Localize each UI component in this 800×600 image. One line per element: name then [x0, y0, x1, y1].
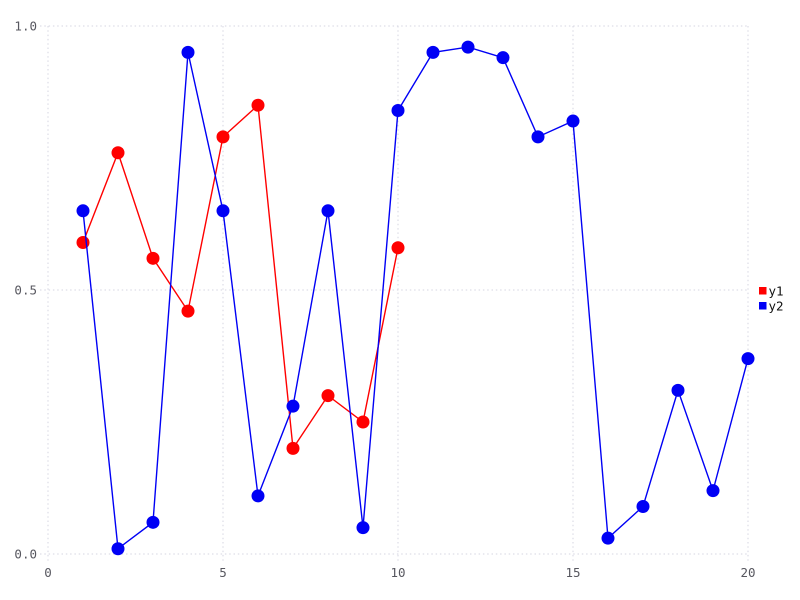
data-point-y1	[111, 146, 125, 160]
data-point-y2	[76, 204, 90, 218]
data-point-y2	[531, 130, 545, 144]
data-point-y2	[181, 45, 195, 59]
data-point-y2	[251, 489, 265, 503]
data-point-y1	[146, 251, 160, 265]
data-point-y1	[391, 241, 405, 255]
y-tick-label: 0.5	[14, 283, 37, 298]
x-tick-label: 20	[740, 565, 755, 580]
legend-label-y1: y1	[769, 284, 784, 299]
data-point-y2	[146, 515, 160, 529]
y-tick-label: 0.0	[14, 547, 37, 562]
x-tick-label: 0	[44, 565, 52, 580]
legend-swatch-y2	[759, 302, 767, 310]
y-tick-label: 1.0	[14, 19, 37, 34]
data-point-y1	[286, 441, 300, 455]
data-point-y1	[76, 235, 90, 249]
data-point-y2	[426, 45, 440, 59]
data-point-y2	[601, 531, 615, 545]
data-point-y2	[741, 352, 755, 366]
data-point-y2	[706, 484, 720, 498]
data-point-y1	[356, 415, 370, 429]
x-tick-label: 5	[219, 565, 227, 580]
data-point-y2	[566, 114, 580, 128]
data-point-y2	[216, 204, 230, 218]
data-point-y2	[391, 103, 405, 117]
data-point-y1	[251, 98, 265, 112]
series-line-y2	[82, 46, 749, 551]
legend-label-y2: y2	[769, 299, 784, 314]
data-point-y2	[636, 499, 650, 513]
data-point-y2	[461, 40, 475, 54]
data-point-y1	[181, 304, 195, 318]
data-point-y1	[321, 389, 335, 403]
data-point-y2	[356, 521, 370, 535]
data-point-y1	[216, 130, 230, 144]
data-point-y2	[671, 383, 685, 397]
data-point-y2	[496, 51, 510, 65]
x-tick-label: 10	[390, 565, 405, 580]
series-line-y1	[82, 103, 399, 451]
data-point-y2	[286, 399, 300, 413]
data-point-y2	[321, 204, 335, 218]
data-point-y2	[111, 542, 125, 556]
x-tick-label: 15	[565, 565, 580, 580]
legend-swatch-y1	[759, 287, 767, 295]
